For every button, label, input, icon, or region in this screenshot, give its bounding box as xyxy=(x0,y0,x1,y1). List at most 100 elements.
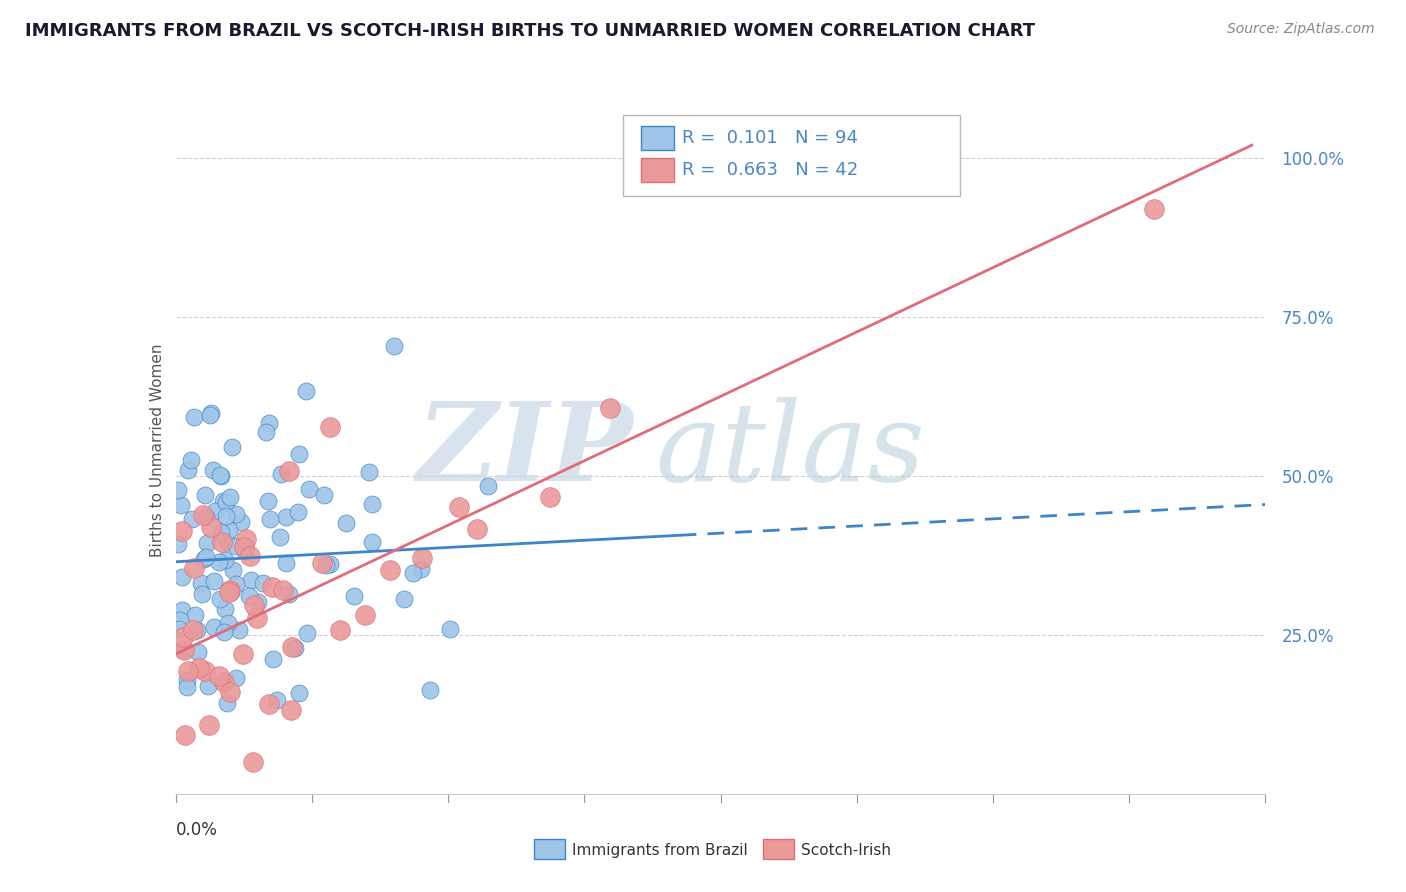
Point xyxy=(225,576,247,591)
FancyBboxPatch shape xyxy=(623,115,960,196)
Point xyxy=(173,643,195,657)
Point xyxy=(180,453,202,467)
Point xyxy=(186,624,208,638)
Point xyxy=(225,507,247,521)
Point xyxy=(209,469,232,483)
Point xyxy=(239,573,262,587)
Point xyxy=(217,535,239,549)
Point xyxy=(280,703,302,717)
Point xyxy=(315,558,337,573)
Point xyxy=(184,607,207,622)
Point xyxy=(187,661,209,675)
Point xyxy=(319,557,342,571)
Point xyxy=(254,425,277,439)
Point xyxy=(287,505,309,519)
Point xyxy=(232,540,254,554)
Point xyxy=(259,511,281,525)
Point xyxy=(191,587,214,601)
Point xyxy=(173,728,195,742)
Text: R =  0.663   N = 42: R = 0.663 N = 42 xyxy=(682,161,859,178)
Point xyxy=(167,622,190,636)
Point xyxy=(225,671,247,685)
Point xyxy=(359,465,381,479)
Point xyxy=(217,615,239,630)
Point xyxy=(218,585,240,599)
Point xyxy=(198,718,221,732)
Point xyxy=(439,622,461,636)
Point xyxy=(402,566,425,581)
Point xyxy=(221,440,243,454)
Point xyxy=(200,520,222,534)
Point xyxy=(297,626,319,640)
Point xyxy=(219,685,242,699)
Point xyxy=(214,553,236,567)
Point xyxy=(208,592,231,607)
Point xyxy=(177,463,200,477)
Point xyxy=(256,494,278,508)
Point xyxy=(219,585,242,599)
Point xyxy=(195,535,218,549)
Point xyxy=(202,574,225,588)
Point xyxy=(276,510,298,524)
Point xyxy=(183,410,205,425)
Point xyxy=(208,669,231,683)
Text: ZIP: ZIP xyxy=(416,397,633,504)
Point xyxy=(215,508,238,523)
Text: R =  0.101   N = 94: R = 0.101 N = 94 xyxy=(682,129,859,147)
Point xyxy=(538,490,561,504)
Point xyxy=(243,599,266,613)
Point xyxy=(169,613,191,627)
Point xyxy=(354,608,377,623)
Point xyxy=(221,564,243,578)
Point xyxy=(176,673,198,687)
Point xyxy=(170,603,193,617)
Point xyxy=(232,647,254,661)
Point xyxy=(193,508,215,523)
Point xyxy=(194,488,217,502)
Point xyxy=(201,462,224,476)
Point xyxy=(257,416,280,430)
FancyBboxPatch shape xyxy=(641,127,673,151)
Point xyxy=(284,640,307,655)
Point xyxy=(204,504,226,518)
Point xyxy=(170,524,193,538)
Point xyxy=(314,488,336,502)
Point xyxy=(298,482,321,496)
Point xyxy=(177,664,200,678)
Point xyxy=(170,498,193,512)
Point xyxy=(384,339,406,353)
Point xyxy=(202,620,225,634)
Point xyxy=(219,583,242,598)
Point xyxy=(259,698,281,712)
Text: Scotch-Irish: Scotch-Irish xyxy=(801,843,891,857)
Point xyxy=(295,384,318,398)
Point xyxy=(278,587,301,601)
Point xyxy=(280,640,302,654)
Point xyxy=(447,500,470,515)
Point xyxy=(198,409,221,423)
Point xyxy=(361,535,384,549)
Point xyxy=(238,589,260,603)
Point xyxy=(262,652,284,666)
Point xyxy=(194,549,217,564)
Point xyxy=(183,561,205,575)
Point xyxy=(276,556,298,570)
Point xyxy=(215,697,238,711)
Point xyxy=(194,509,217,524)
Point xyxy=(167,537,190,551)
FancyBboxPatch shape xyxy=(641,158,673,182)
Point xyxy=(329,623,352,637)
Point xyxy=(233,543,256,558)
Point xyxy=(173,643,195,657)
Point xyxy=(229,516,252,530)
Point xyxy=(209,525,232,540)
Point xyxy=(465,523,488,537)
Point xyxy=(167,483,190,497)
Point xyxy=(477,479,499,493)
Point xyxy=(319,419,342,434)
Point xyxy=(252,575,274,590)
Point xyxy=(215,495,238,509)
Text: atlas: atlas xyxy=(655,397,925,504)
Point xyxy=(269,530,291,544)
Point xyxy=(193,552,215,566)
